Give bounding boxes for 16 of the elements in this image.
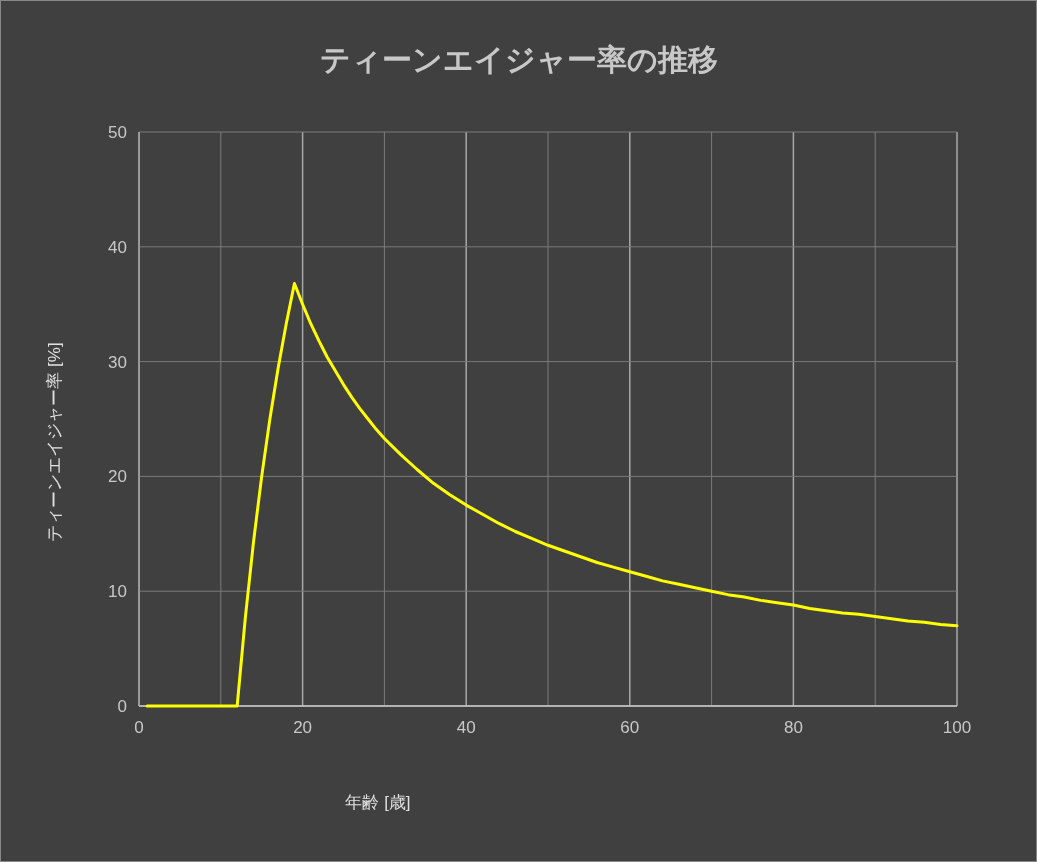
chart-title: ティーンエイジャー率の推移 bbox=[319, 43, 718, 76]
x-axis-title: 年齢 [歳] bbox=[345, 793, 411, 812]
x-tick-label: 20 bbox=[293, 718, 313, 737]
y-axis-title: ティーンエイジャー率 [%] bbox=[45, 342, 64, 542]
y-tick-label: 40 bbox=[108, 237, 127, 257]
y-tick-label: 30 bbox=[108, 352, 127, 372]
line-series bbox=[145, 282, 959, 708]
y-tick-label: 0 bbox=[117, 697, 127, 716]
x-tick-label: 60 bbox=[620, 718, 640, 737]
x-tick-label: 40 bbox=[456, 718, 476, 737]
x-tick-label: 80 bbox=[783, 718, 803, 737]
y-tick-label: 50 bbox=[108, 123, 127, 142]
x-tick-label: 0 bbox=[134, 718, 144, 737]
x-tick-label: 100 bbox=[942, 718, 972, 737]
y-tick-label: 20 bbox=[108, 467, 127, 487]
y-tick-label: 10 bbox=[108, 582, 127, 602]
